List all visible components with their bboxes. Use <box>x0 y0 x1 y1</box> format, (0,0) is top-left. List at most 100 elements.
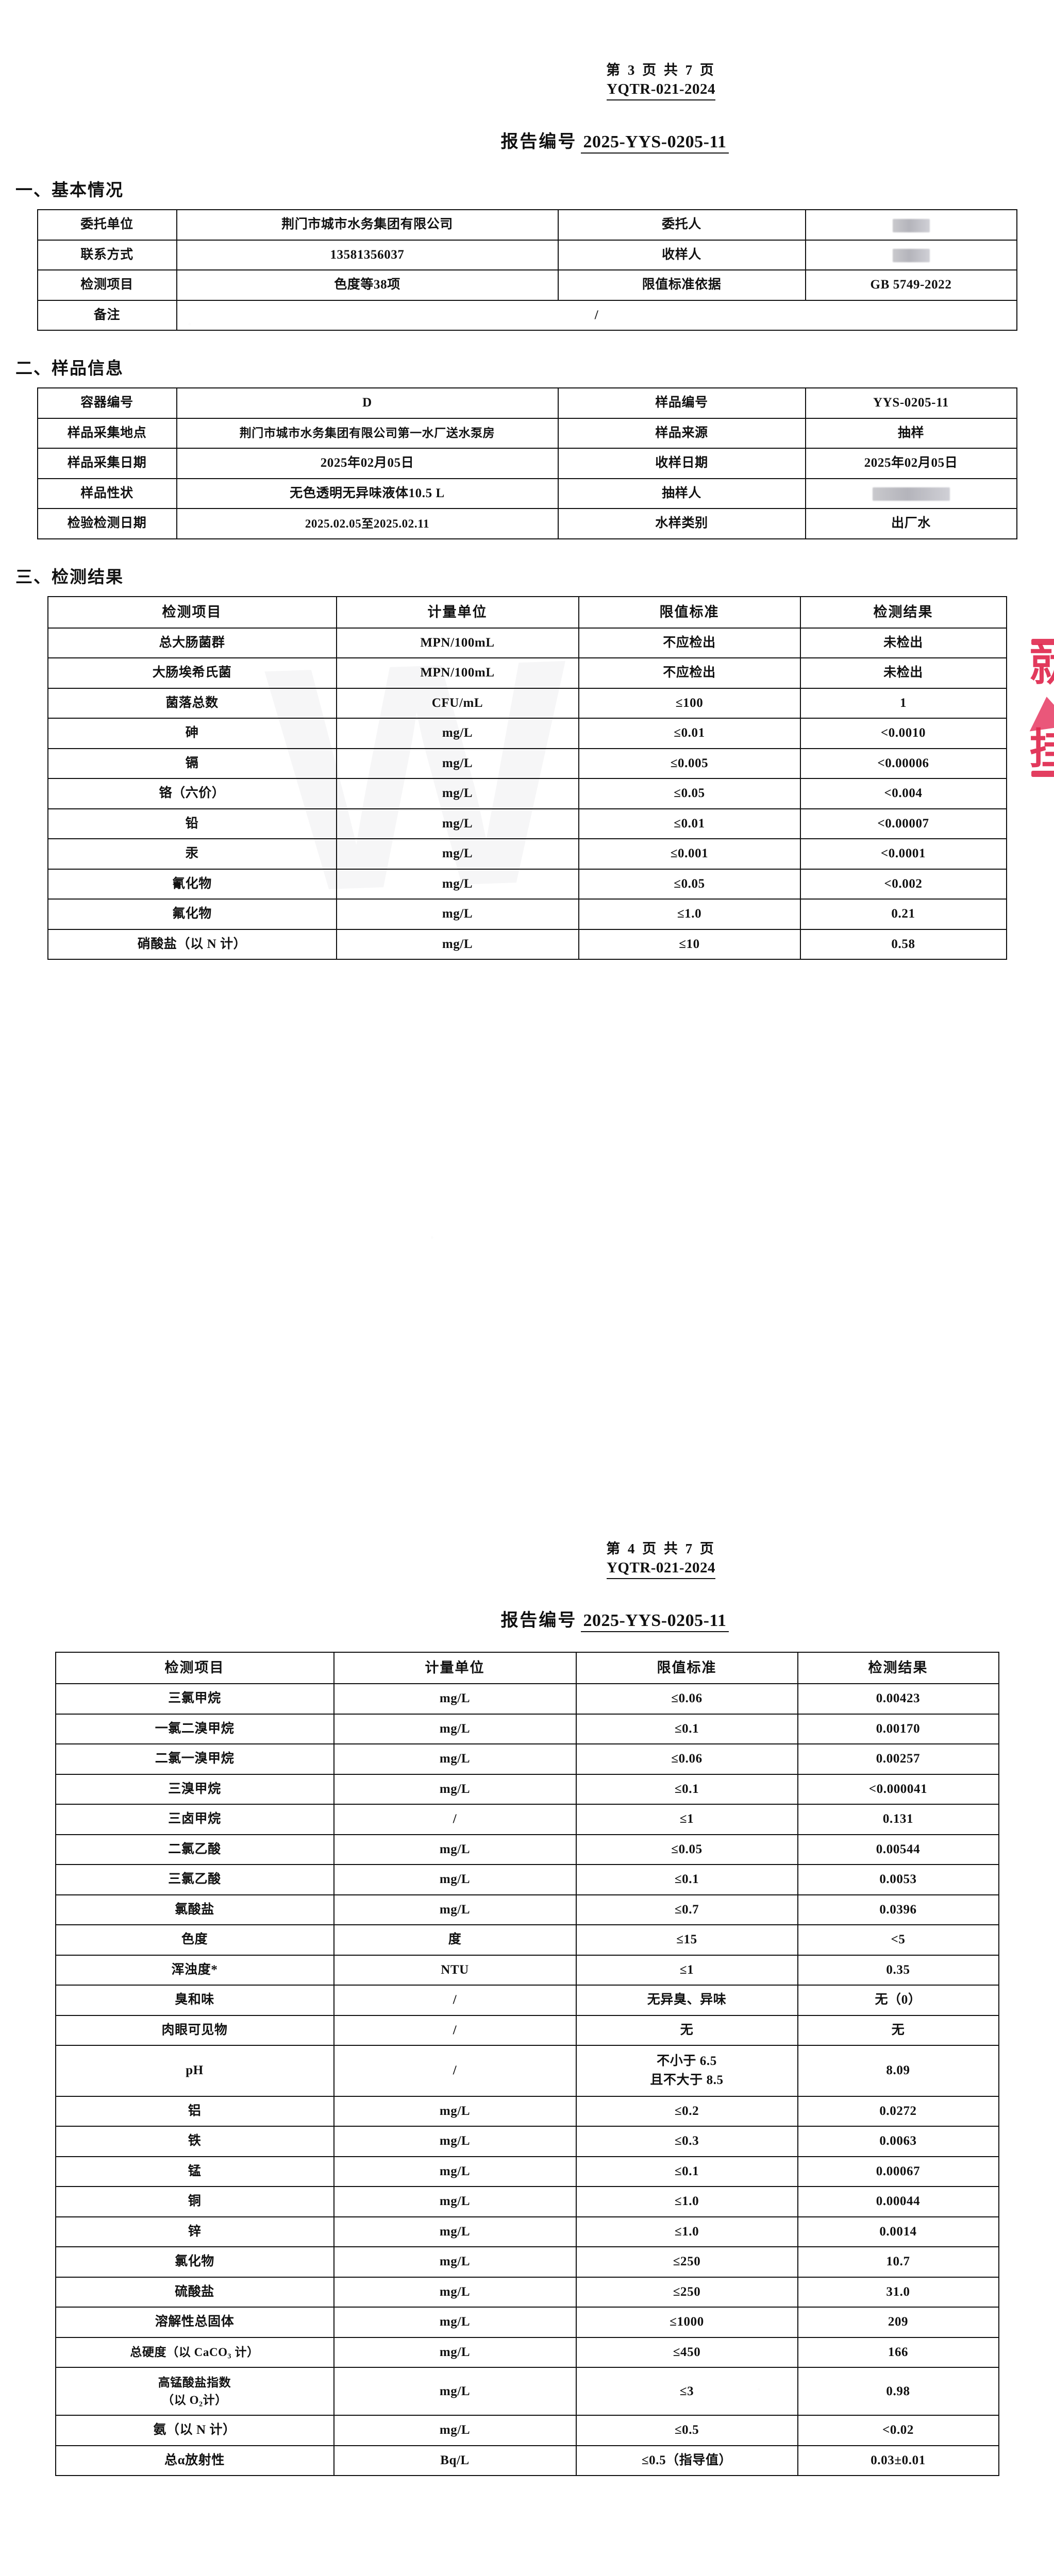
report-number-value: 2025-YYS-0205-11 <box>581 132 729 154</box>
table-row: 二氯一溴甲烷 mg/L ≤0.06 0.00257 <box>55 1743 999 1775</box>
redacted-value <box>892 249 930 263</box>
table-row: 砷 mg/L ≤0.01 <0.0010 <box>47 718 1007 749</box>
row-value-left: 无色透明无异味液体10.5 L <box>176 478 559 510</box>
result-unit: mg/L <box>333 2276 577 2308</box>
result-unit: mg/L <box>333 2246 577 2278</box>
result-value: <0.004 <box>799 778 1007 809</box>
result-value: 0.131 <box>797 1804 999 1835</box>
result-item: 总硬度（以 CaCO₃ 计） <box>55 2336 334 2368</box>
result-item: 溶解性总固体 <box>55 2307 334 2338</box>
result-unit: MPN/100mL <box>336 627 579 659</box>
result-unit: mg/L <box>336 748 579 779</box>
result-limit: ≤0.2 <box>575 2095 798 2127</box>
result-value: 0.21 <box>799 899 1007 930</box>
result-limit: ≤10 <box>578 928 801 960</box>
result-item: 氰化物 <box>47 868 337 900</box>
result-item: pH <box>55 2045 334 2097</box>
row-label-right: 样品来源 <box>557 417 806 449</box>
result-item: 高锰酸盐指数 （以 O₂计） <box>55 2367 334 2416</box>
result-unit: mg/L <box>333 2156 577 2188</box>
result-unit: mg/L <box>336 838 579 870</box>
result-unit: / <box>333 1804 577 1835</box>
result-unit: mg/L <box>333 2336 577 2368</box>
result-value: 166 <box>797 2336 999 2368</box>
result-value: <0.0001 <box>799 838 1007 870</box>
result-limit: ≤1.0 <box>575 2186 798 2217</box>
result-item: 氨（以 N 计） <box>55 2415 334 2446</box>
result-value: 0.00423 <box>797 1683 999 1715</box>
table-header-row: 检测项目 计量单位 限值标准 检测结果 <box>47 596 1007 629</box>
row-value-right <box>805 478 1017 510</box>
table-row: 氰化物 mg/L ≤0.05 <0.002 <box>47 868 1007 900</box>
result-item: 大肠埃希氏菌 <box>47 657 337 689</box>
result-item: 总α放射性 <box>55 2445 334 2477</box>
result-value: 0.35 <box>797 1954 999 1986</box>
result-value: 0.00257 <box>797 1743 999 1775</box>
row-value-right: 2025年02月05日 <box>805 448 1017 479</box>
table-row: 三氯乙酸 mg/L ≤0.1 0.0053 <box>55 1864 999 1895</box>
result-unit: mg/L <box>336 808 579 840</box>
result-unit: 度 <box>333 1924 577 1956</box>
result-value: 无 <box>797 2014 999 2046</box>
redacted-value <box>872 487 950 501</box>
row-value-right <box>805 239 1017 271</box>
result-limit: ≤15 <box>575 1924 798 1956</box>
redacted-value <box>892 218 930 232</box>
column-header: 检测项目 <box>55 1652 334 1685</box>
row-value-right: 出厂水 <box>805 508 1017 539</box>
result-limit: ≤1 <box>575 1804 798 1835</box>
table-row: 总大肠菌群 MPN/100mL 不应检出 未检出 <box>47 627 1007 659</box>
table-header-row: 检测项目 计量单位 限值标准 检测结果 <box>55 1652 999 1685</box>
row-label-left: 备注 <box>37 299 177 331</box>
row-value-full: / <box>176 299 1017 331</box>
page-header: 第 4 页 共 7 页 YQTR-021-2024 <box>0 1540 1054 1580</box>
seal-star-icon <box>1025 693 1054 732</box>
result-unit: mg/L <box>333 1683 577 1715</box>
table-row: 联系方式 13581356037 收样人 <box>37 239 1017 271</box>
result-item: 菌落总数 <box>47 687 337 719</box>
result-limit: ≤0.05 <box>578 778 801 809</box>
table-row: 二氯乙酸 mg/L ≤0.05 0.00544 <box>55 1834 999 1866</box>
section-title-basic-info: 一、基本情况 <box>15 181 124 200</box>
result-unit: mg/L <box>336 718 579 749</box>
row-label-left: 检测项目 <box>37 269 177 301</box>
page-break-gap <box>0 1473 1054 1540</box>
result-unit: CFU/mL <box>336 687 579 719</box>
table-row: 备注 / <box>37 299 1017 331</box>
result-limit: ≤0.1 <box>575 1773 798 1805</box>
result-limit: ≤450 <box>575 2336 798 2368</box>
result-limit: ≤0.005 <box>578 748 801 779</box>
result-unit: mg/L <box>333 2307 577 2338</box>
result-value: 0.0396 <box>797 1894 999 1926</box>
result-item: 色度 <box>55 1924 334 1956</box>
result-limit: ≤0.7 <box>575 1894 798 1926</box>
document-code: YQTR-021-2024 <box>606 80 716 101</box>
report-number-line: 报告编号 2025-YYS-0205-11 <box>0 1606 1054 1633</box>
table-row: 委托单位 荆门市城市水务集团有限公司 委托人 <box>37 209 1017 241</box>
result-value: 0.00044 <box>797 2186 999 2217</box>
result-unit: mg/L <box>333 2367 577 2416</box>
row-label-right: 抽样人 <box>557 478 806 510</box>
result-limit: ≤0.1 <box>575 2156 798 2188</box>
table-row: 锌 mg/L ≤1.0 0.0014 <box>55 2216 999 2248</box>
result-unit: mg/L <box>333 1773 577 1805</box>
result-item: 铁 <box>55 2126 334 2157</box>
results-body-page3: 总大肠菌群 MPN/100mL 不应检出 未检出 大肠埃希氏菌 MPN/100mL 不应检出… <box>47 627 1007 960</box>
report-number-value: 2025-YYS-0205-11 <box>581 1611 729 1633</box>
result-unit: mg/L <box>336 868 579 900</box>
result-limit: ≤0.05 <box>575 1834 798 1866</box>
report-number-label: 报告编号 <box>500 132 577 152</box>
result-unit: NTU <box>333 1954 577 1986</box>
result-value: 0.03±0.01 <box>797 2445 999 2477</box>
result-unit: mg/L <box>336 899 579 930</box>
table-row: pH / 不小于 6.5 且不大于 8.5 8.09 <box>55 2045 999 2097</box>
result-unit: / <box>333 2014 577 2046</box>
table-row: 总硬度（以 CaCO₃ 计） mg/L ≤450 166 <box>55 2336 999 2368</box>
table-row: 氯化物 mg/L ≤250 10.7 <box>55 2246 999 2278</box>
result-item: 臭和味 <box>55 1985 334 2016</box>
column-header: 限值标准 <box>578 596 801 629</box>
table-row: 三卤甲烷 / ≤1 0.131 <box>55 1804 999 1835</box>
table-row: 高锰酸盐指数 （以 O₂计） mg/L ≤3 0.98 <box>55 2367 999 2416</box>
result-item: 氟化物 <box>47 899 337 930</box>
row-value-left: 荆门市城市水务集团有限公司 <box>176 209 559 241</box>
